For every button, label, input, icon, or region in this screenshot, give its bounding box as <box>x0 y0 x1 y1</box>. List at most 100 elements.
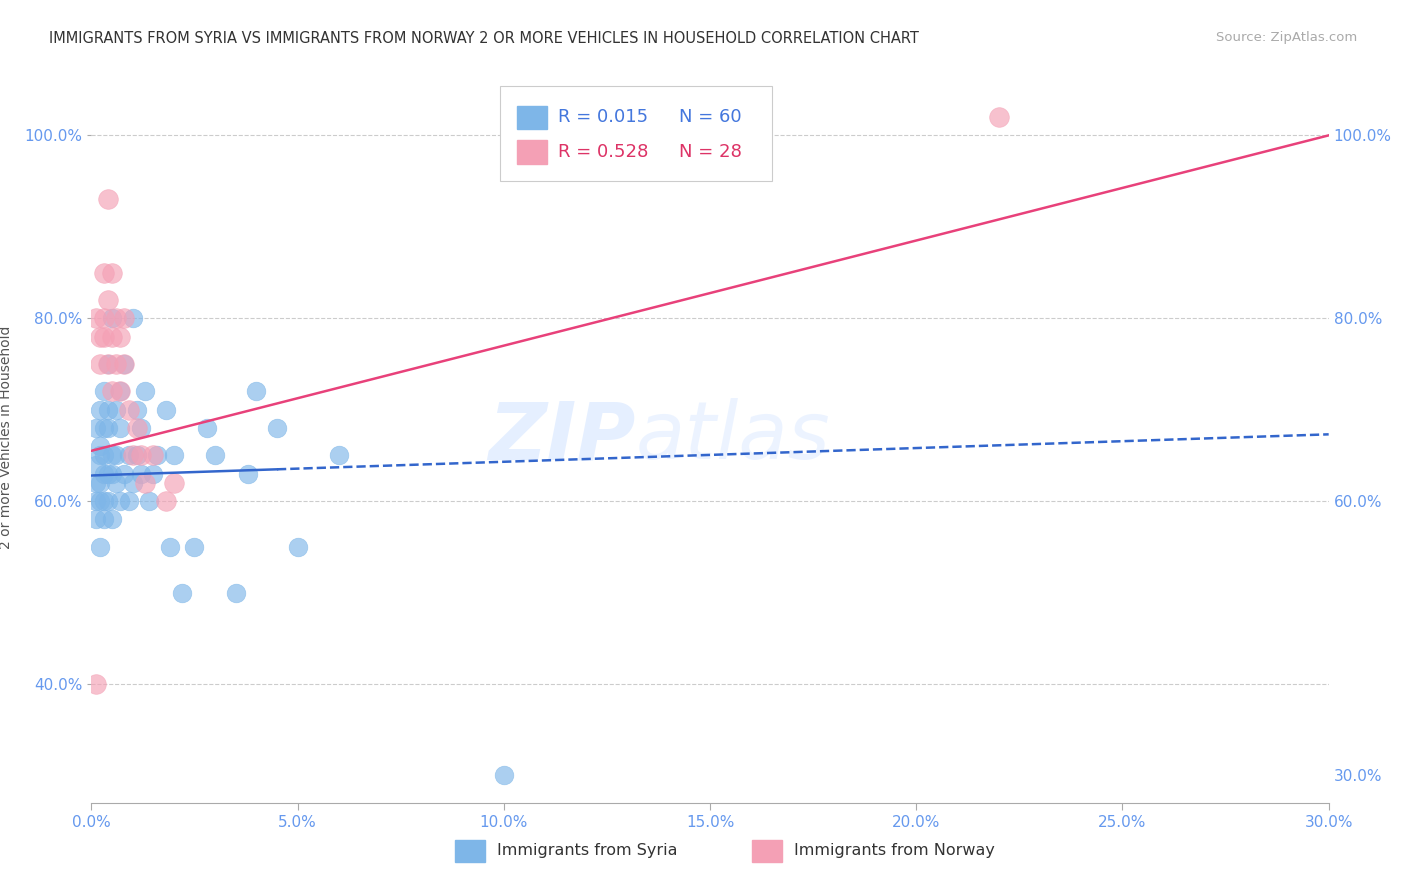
Text: N = 28: N = 28 <box>679 143 742 161</box>
Point <box>125 402 148 417</box>
Point <box>121 311 143 326</box>
Point <box>121 448 143 462</box>
Point <box>146 448 169 462</box>
Point <box>97 293 120 307</box>
Point <box>101 329 124 343</box>
Point <box>93 266 115 280</box>
Point <box>84 475 107 490</box>
Point <box>987 110 1010 124</box>
Point <box>89 329 111 343</box>
Point <box>155 402 177 417</box>
Point <box>93 467 115 481</box>
Point <box>89 475 111 490</box>
Point <box>266 421 288 435</box>
Point <box>97 402 120 417</box>
Point <box>110 384 132 399</box>
Point <box>84 421 107 435</box>
Text: Immigrants from Norway: Immigrants from Norway <box>794 843 995 858</box>
Text: ZIP: ZIP <box>488 398 636 476</box>
Point <box>97 357 120 371</box>
Point <box>97 357 120 371</box>
FancyBboxPatch shape <box>499 86 772 181</box>
Point <box>89 357 111 371</box>
Point <box>236 467 259 481</box>
Point <box>125 448 148 462</box>
Point <box>89 402 111 417</box>
Point <box>105 357 128 371</box>
FancyBboxPatch shape <box>456 840 485 862</box>
Point <box>112 357 135 371</box>
Point <box>129 467 152 481</box>
Point <box>101 467 124 481</box>
Point <box>172 585 194 599</box>
Point <box>245 384 267 399</box>
Point <box>129 421 152 435</box>
FancyBboxPatch shape <box>752 840 782 862</box>
Point <box>105 402 128 417</box>
Point <box>110 329 132 343</box>
Point <box>112 467 135 481</box>
Point <box>163 448 186 462</box>
FancyBboxPatch shape <box>517 106 547 129</box>
Point <box>93 311 115 326</box>
Point <box>117 402 139 417</box>
Point <box>225 585 247 599</box>
Point <box>93 512 115 526</box>
Text: IMMIGRANTS FROM SYRIA VS IMMIGRANTS FROM NORWAY 2 OR MORE VEHICLES IN HOUSEHOLD : IMMIGRANTS FROM SYRIA VS IMMIGRANTS FROM… <box>49 31 920 46</box>
Point <box>84 494 107 508</box>
Point <box>105 475 128 490</box>
Point <box>110 384 132 399</box>
Point <box>97 467 120 481</box>
Point <box>183 540 205 554</box>
Point <box>93 421 115 435</box>
Point <box>195 421 218 435</box>
Point <box>287 540 309 554</box>
Point <box>105 311 128 326</box>
Point <box>163 475 186 490</box>
Point <box>97 494 120 508</box>
Point <box>159 540 181 554</box>
Point <box>121 475 143 490</box>
Text: R = 0.015: R = 0.015 <box>558 109 648 127</box>
FancyBboxPatch shape <box>517 140 547 163</box>
Point <box>93 384 115 399</box>
Point <box>110 494 132 508</box>
Point <box>134 384 156 399</box>
Point <box>97 192 120 206</box>
Point <box>101 266 124 280</box>
Point <box>117 494 139 508</box>
Point <box>204 448 226 462</box>
Point <box>105 448 128 462</box>
Point <box>84 512 107 526</box>
Point <box>101 512 124 526</box>
Point <box>84 311 107 326</box>
Point <box>89 439 111 453</box>
Point <box>117 448 139 462</box>
Point <box>110 421 132 435</box>
Y-axis label: 2 or more Vehicles in Household: 2 or more Vehicles in Household <box>0 326 13 549</box>
Point <box>142 448 165 462</box>
Text: N = 60: N = 60 <box>679 109 742 127</box>
Point <box>142 467 165 481</box>
Point <box>101 311 124 326</box>
Text: atlas: atlas <box>636 398 831 476</box>
Point <box>97 421 120 435</box>
Point <box>155 494 177 508</box>
Point <box>89 494 111 508</box>
Point <box>101 384 124 399</box>
Point <box>89 448 111 462</box>
Text: Immigrants from Syria: Immigrants from Syria <box>498 843 678 858</box>
Point <box>125 421 148 435</box>
Text: Source: ZipAtlas.com: Source: ZipAtlas.com <box>1216 31 1357 45</box>
Point <box>84 677 107 691</box>
Point <box>328 448 350 462</box>
Point <box>112 311 135 326</box>
Point <box>112 357 135 371</box>
Point <box>492 768 515 782</box>
Point <box>89 540 111 554</box>
Point <box>129 448 152 462</box>
Point <box>101 448 124 462</box>
Point <box>93 494 115 508</box>
Point <box>134 475 156 490</box>
Point <box>84 458 107 472</box>
